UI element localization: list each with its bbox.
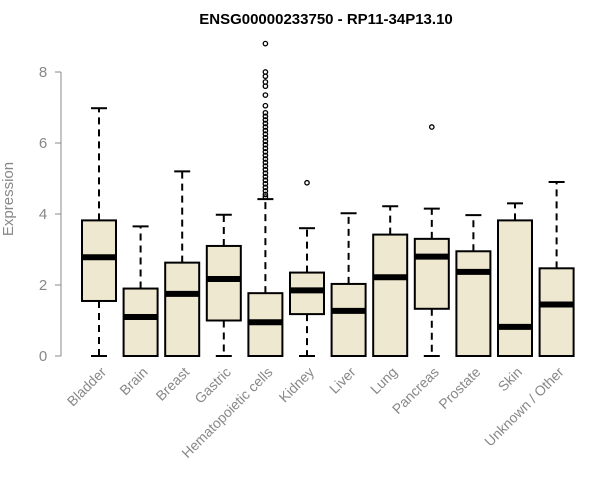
- box-iqr: [330, 282, 367, 357]
- box-lung: [372, 205, 409, 357]
- y-tick-label: 0: [39, 348, 47, 365]
- outlier-point: [262, 131, 269, 137]
- outlier-point: [262, 194, 269, 200]
- outlier-point: [262, 180, 269, 187]
- outlier-point: [262, 124, 269, 130]
- outlier-point: [262, 92, 269, 98]
- box-iqr: [289, 271, 325, 316]
- x-tick-label: Liver: [326, 364, 359, 397]
- outlier-point: [262, 173, 269, 180]
- outlier-point: [262, 109, 269, 116]
- outlier-point: [262, 134, 269, 141]
- box-breast: [164, 170, 201, 358]
- outlier-point: [262, 149, 269, 155]
- outlier-point: [262, 163, 269, 169]
- y-tick-label: 2: [39, 277, 47, 294]
- box-brain: [122, 225, 159, 357]
- outlier-point: [262, 120, 269, 127]
- x-tick-label: Prostate: [435, 364, 483, 412]
- box-iqr: [455, 250, 492, 357]
- y-tick-label: 8: [39, 64, 47, 81]
- outlier-point: [262, 73, 269, 80]
- box-iqr: [122, 287, 159, 357]
- outlier-point: [262, 127, 269, 134]
- outlier-point: [262, 102, 269, 109]
- box-kidney: [289, 179, 325, 357]
- box-skin: [497, 202, 533, 357]
- box-iqr: [497, 219, 533, 357]
- x-tick-label: Brain: [116, 364, 150, 398]
- outlier-point: [262, 40, 269, 47]
- x-tick-label: Unknown / Other: [481, 364, 567, 450]
- outlier-point: [262, 83, 269, 90]
- y-axis: 0 2 4 6 8: [39, 64, 62, 365]
- box-pancreas: [413, 124, 450, 357]
- box-iqr: [164, 261, 201, 358]
- y-tick-label: 6: [39, 135, 47, 152]
- outlier-point: [262, 117, 269, 123]
- outlier-point: [262, 113, 269, 120]
- box-iqr: [413, 237, 450, 310]
- outlier-point: [262, 184, 269, 191]
- y-tick-label: 4: [39, 206, 47, 223]
- x-tick-label: Kidney: [276, 364, 318, 406]
- box-bladder: [81, 107, 117, 357]
- outlier-point: [262, 170, 269, 177]
- box-iqr: [372, 233, 409, 357]
- outlier-point: [262, 191, 269, 198]
- box-iqr: [205, 244, 242, 322]
- outlier-point: [262, 152, 269, 159]
- chart-title: ENSG00000233750 - RP11-34P13.10: [199, 11, 453, 28]
- outlier-point: [262, 188, 269, 194]
- box-prostate: [455, 214, 492, 357]
- y-axis-label: Expression: [0, 162, 17, 236]
- box-liver: [330, 212, 367, 357]
- outlier-point: [262, 166, 269, 173]
- box-iqr: [81, 219, 117, 302]
- boxes: [81, 40, 575, 358]
- x-tick-label: Breast: [152, 364, 192, 404]
- box-iqr: [538, 267, 575, 357]
- outlier-point: [262, 159, 269, 166]
- box-gastric: [205, 213, 242, 357]
- outlier-point: [428, 124, 435, 130]
- outlier-point: [262, 177, 269, 184]
- x-tick-label: Lung: [367, 364, 400, 397]
- x-tick-label: Bladder: [64, 364, 110, 410]
- outlier-point: [304, 179, 310, 186]
- x-tick-label: Skin: [495, 364, 526, 395]
- outlier-point: [262, 145, 269, 152]
- outlier-point: [262, 138, 269, 145]
- box-hematopoietic-cells: [247, 40, 284, 358]
- outlier-point: [262, 141, 269, 148]
- box-unknown-other: [538, 181, 575, 357]
- outlier-point: [262, 156, 269, 162]
